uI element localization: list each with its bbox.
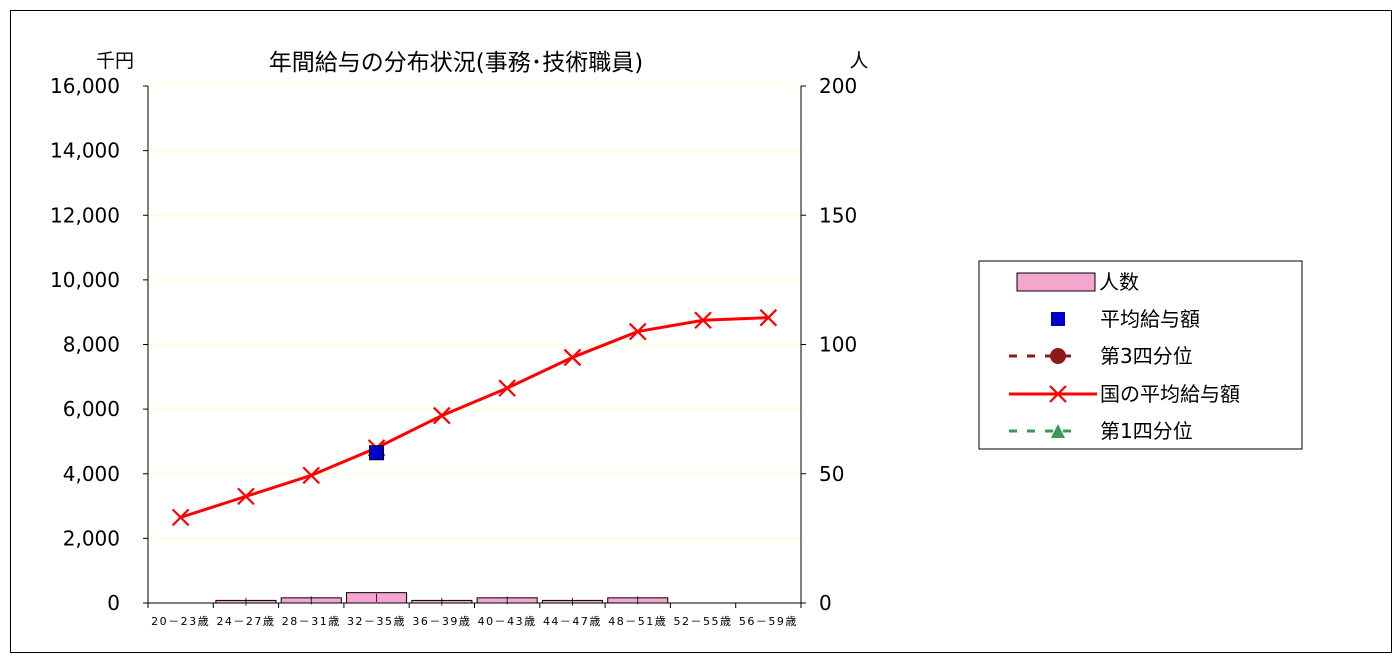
national-average-point [237, 487, 255, 506]
chart-frame: 0 2,000 4,000 6,000 8,000 10,000 12,000 14,000 1… [10, 10, 1392, 653]
distribution-chart: 0 2,000 4,000 6,000 8,000 10,000 12,000 14,000 1… [50, 50, 1303, 628]
left-tick-label: 2,000 [63, 526, 120, 550]
average-salary-point [369, 445, 385, 461]
left-tick-label: 16,000 [50, 74, 120, 98]
line-series [171, 308, 778, 527]
left-tick-label: 0 [107, 591, 120, 615]
category-label: 36－39歳 [412, 615, 471, 628]
national-average-point [628, 322, 647, 341]
category-label: 20－23歳 [151, 615, 210, 628]
national-average-point [171, 508, 190, 527]
category-label: 40－43歳 [478, 615, 537, 628]
legend-label: 人数 [1099, 270, 1139, 294]
legend-label: 第3四分位 [1100, 344, 1193, 368]
category-label: 48－51歳 [608, 615, 667, 628]
right-tick-label: 50 [819, 462, 844, 486]
right-tick-label: 200 [819, 74, 857, 98]
national-average-point [498, 379, 516, 397]
legend-swatch-bar [1016, 272, 1096, 292]
right-tick-label: 0 [819, 591, 832, 615]
left-tick-label: 6,000 [63, 397, 120, 421]
category-label: 32－35歳 [347, 615, 406, 628]
left-tick-label: 12,000 [50, 203, 120, 227]
legend-swatch-square [1051, 312, 1065, 326]
national-average-point [759, 308, 778, 327]
legend-label: 国の平均給与額 [1100, 382, 1240, 406]
right-tick-label: 100 [819, 333, 857, 357]
legend-swatch-triangle [1051, 424, 1065, 438]
left-tick-label: 8,000 [63, 333, 120, 357]
marker-series [245, 445, 639, 606]
legend-swatch-circle [1050, 348, 1066, 364]
national-average-point [302, 466, 321, 485]
national-average-point [433, 406, 451, 425]
right-axis-unit: 人 [849, 50, 868, 72]
category-label: 44－47歳 [543, 615, 602, 628]
axes: 0 2,000 4,000 6,000 8,000 10,000 12,000 14,000 1… [50, 74, 857, 628]
left-tick-label: 10,000 [50, 268, 120, 292]
chart-title: 年間給与の分布状況(事務･技術職員) [269, 50, 643, 76]
national-average-line [180, 316, 769, 519]
legend-label: 平均給与額 [1100, 307, 1200, 331]
legend-label: 第1四分位 [1100, 419, 1193, 443]
national-average-point [563, 348, 582, 367]
national-average-point [694, 311, 712, 330]
category-label: 28－31歳 [282, 615, 341, 628]
category-label: 24－27歳 [216, 615, 275, 628]
left-tick-label: 14,000 [50, 139, 120, 163]
category-label: 56－59歳 [739, 615, 798, 628]
left-axis-unit: 千円 [96, 50, 134, 72]
right-tick-label: 150 [819, 203, 857, 227]
legend-swatch-x [1049, 385, 1067, 403]
category-label: 52－55歳 [674, 615, 733, 628]
grid-lines [148, 85, 801, 539]
left-tick-label: 4,000 [63, 462, 120, 486]
